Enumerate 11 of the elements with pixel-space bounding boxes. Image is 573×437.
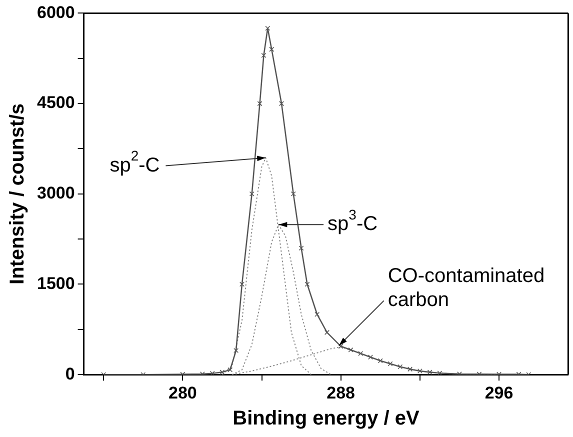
y-axis-title: Intensity / counst/s xyxy=(6,103,29,284)
y-tick-label: 0 xyxy=(65,364,75,384)
x-tick-label: 296 xyxy=(484,383,514,402)
x-tick-label: 288 xyxy=(326,383,356,402)
y-tick-label: 4500 xyxy=(36,93,75,112)
x-axis-title: Binding energy / eV xyxy=(232,408,420,430)
annotation: CO-contaminated carbon xyxy=(388,265,545,312)
y-tick-label: 1500 xyxy=(36,274,75,293)
y-tick-label: 3000 xyxy=(36,184,75,203)
x-tick-label: 280 xyxy=(168,383,197,402)
y-tick-label: 6000 xyxy=(36,2,75,22)
